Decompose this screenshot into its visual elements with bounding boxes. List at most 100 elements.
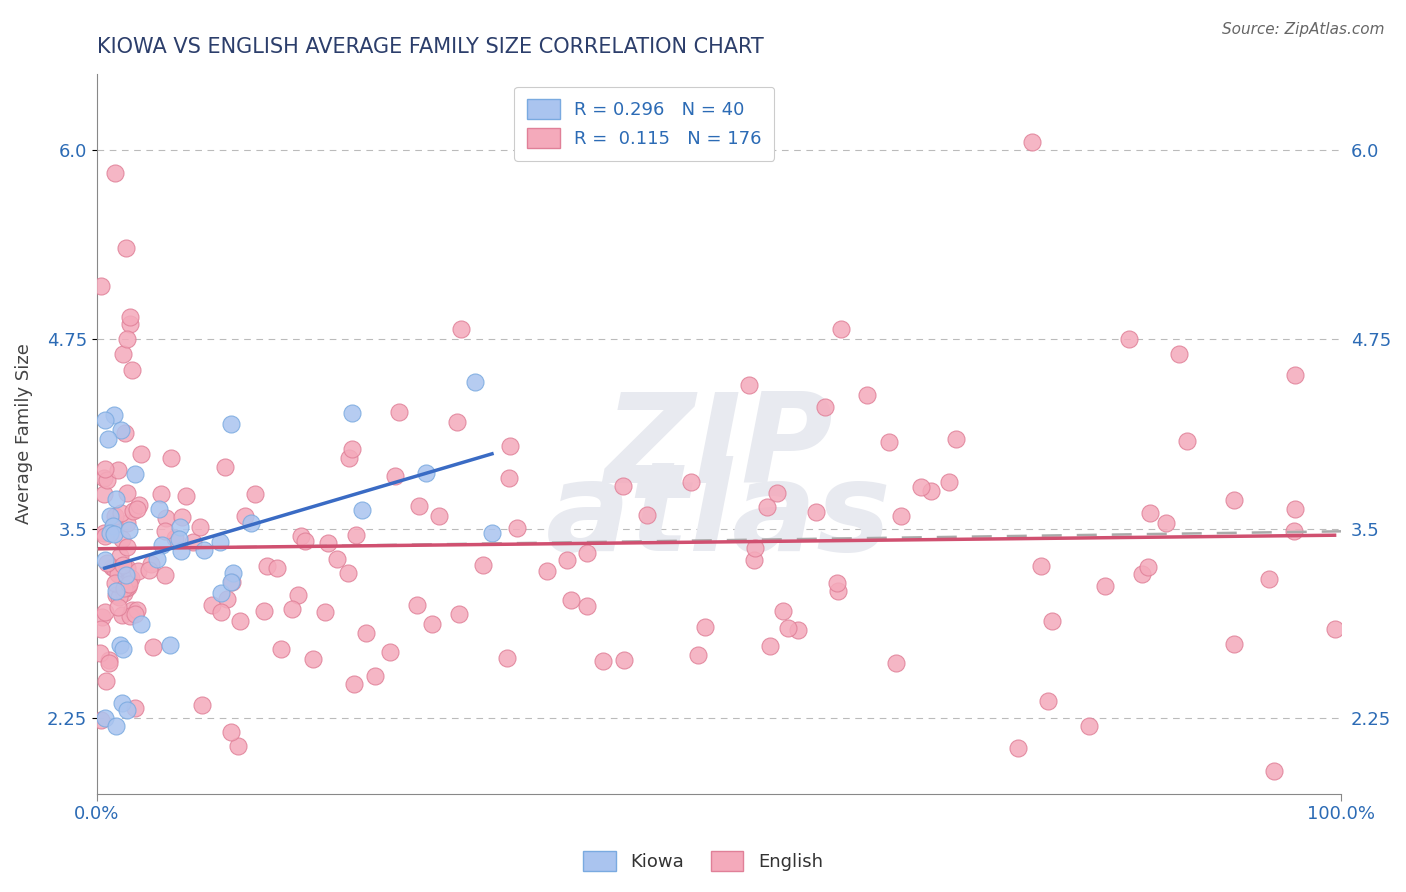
Point	[499, 439, 522, 453]
Point	[450, 322, 472, 336]
Point	[112, 586, 135, 600]
Point	[855, 388, 877, 402]
Point	[766, 485, 789, 500]
Point	[142, 640, 165, 654]
Point	[408, 499, 430, 513]
Point	[115, 561, 138, 575]
Point	[340, 442, 363, 457]
Point	[326, 552, 349, 566]
Point	[103, 526, 125, 541]
Point	[217, 591, 239, 606]
Point	[536, 564, 558, 578]
Point	[314, 605, 336, 619]
Text: KIOWA VS ENGLISH AVERAGE FAMILY SIZE CORRELATION CHART: KIOWA VS ENGLISH AVERAGE FAMILY SIZE COR…	[97, 37, 763, 57]
Point	[146, 552, 169, 566]
Point	[107, 566, 129, 581]
Point	[294, 534, 316, 549]
Point	[226, 739, 249, 753]
Point	[98, 508, 121, 523]
Point	[481, 525, 503, 540]
Point	[148, 501, 170, 516]
Point	[108, 638, 131, 652]
Point	[115, 540, 138, 554]
Point	[101, 518, 124, 533]
Point	[945, 432, 967, 446]
Point	[576, 545, 599, 559]
Point	[93, 487, 115, 501]
Point	[110, 423, 132, 437]
Point	[920, 484, 942, 499]
Point	[125, 603, 148, 617]
Point	[90, 622, 112, 636]
Point	[1139, 506, 1161, 520]
Point	[679, 475, 702, 490]
Point	[97, 432, 120, 446]
Point	[118, 577, 141, 591]
Point	[150, 487, 173, 501]
Point	[129, 617, 152, 632]
Point	[108, 591, 131, 605]
Point	[1263, 764, 1285, 778]
Point	[318, 536, 340, 550]
Point	[1130, 567, 1153, 582]
Point	[290, 528, 312, 542]
Point	[105, 718, 128, 732]
Point	[688, 648, 710, 662]
Point	[155, 511, 177, 525]
Point	[117, 485, 139, 500]
Point	[1154, 516, 1177, 530]
Point	[111, 558, 134, 572]
Point	[114, 568, 136, 582]
Point	[219, 417, 242, 432]
Point	[877, 435, 900, 450]
Point	[121, 362, 143, 376]
Point	[120, 571, 142, 585]
Point	[188, 520, 211, 534]
Point	[124, 467, 146, 482]
Point	[103, 516, 125, 531]
Point	[118, 573, 141, 587]
Point	[221, 575, 243, 590]
Point	[104, 509, 127, 524]
Point	[111, 532, 134, 546]
Point	[219, 725, 242, 739]
Point	[472, 558, 495, 572]
Point	[201, 599, 224, 613]
Point	[592, 654, 614, 668]
Point	[336, 566, 359, 580]
Point	[340, 406, 363, 420]
Point	[104, 583, 127, 598]
Point	[1168, 347, 1191, 361]
Point	[415, 466, 437, 480]
Point	[107, 462, 129, 476]
Point	[814, 400, 837, 414]
Point	[266, 561, 288, 575]
Point	[118, 310, 141, 324]
Point	[139, 557, 162, 571]
Point	[97, 656, 120, 670]
Point	[104, 576, 127, 591]
Point	[150, 538, 173, 552]
Text: ZIP: ZIP	[605, 388, 834, 508]
Point	[787, 623, 810, 637]
Point	[612, 479, 634, 493]
Point	[806, 505, 828, 519]
Point	[104, 588, 127, 602]
Point	[1284, 502, 1306, 516]
Point	[1223, 493, 1246, 508]
Point	[112, 581, 135, 595]
Point	[115, 332, 138, 346]
Point	[256, 558, 278, 573]
Point	[209, 534, 232, 549]
Point	[1078, 718, 1101, 732]
Point	[124, 701, 146, 715]
Point	[153, 567, 176, 582]
Point	[96, 673, 118, 688]
Point	[1137, 559, 1160, 574]
Legend: Kiowa, English: Kiowa, English	[576, 844, 830, 879]
Point	[115, 581, 138, 595]
Y-axis label: Average Family Size: Average Family Size	[15, 343, 32, 524]
Point	[1021, 136, 1043, 150]
Point	[825, 576, 848, 591]
Point	[464, 376, 486, 390]
